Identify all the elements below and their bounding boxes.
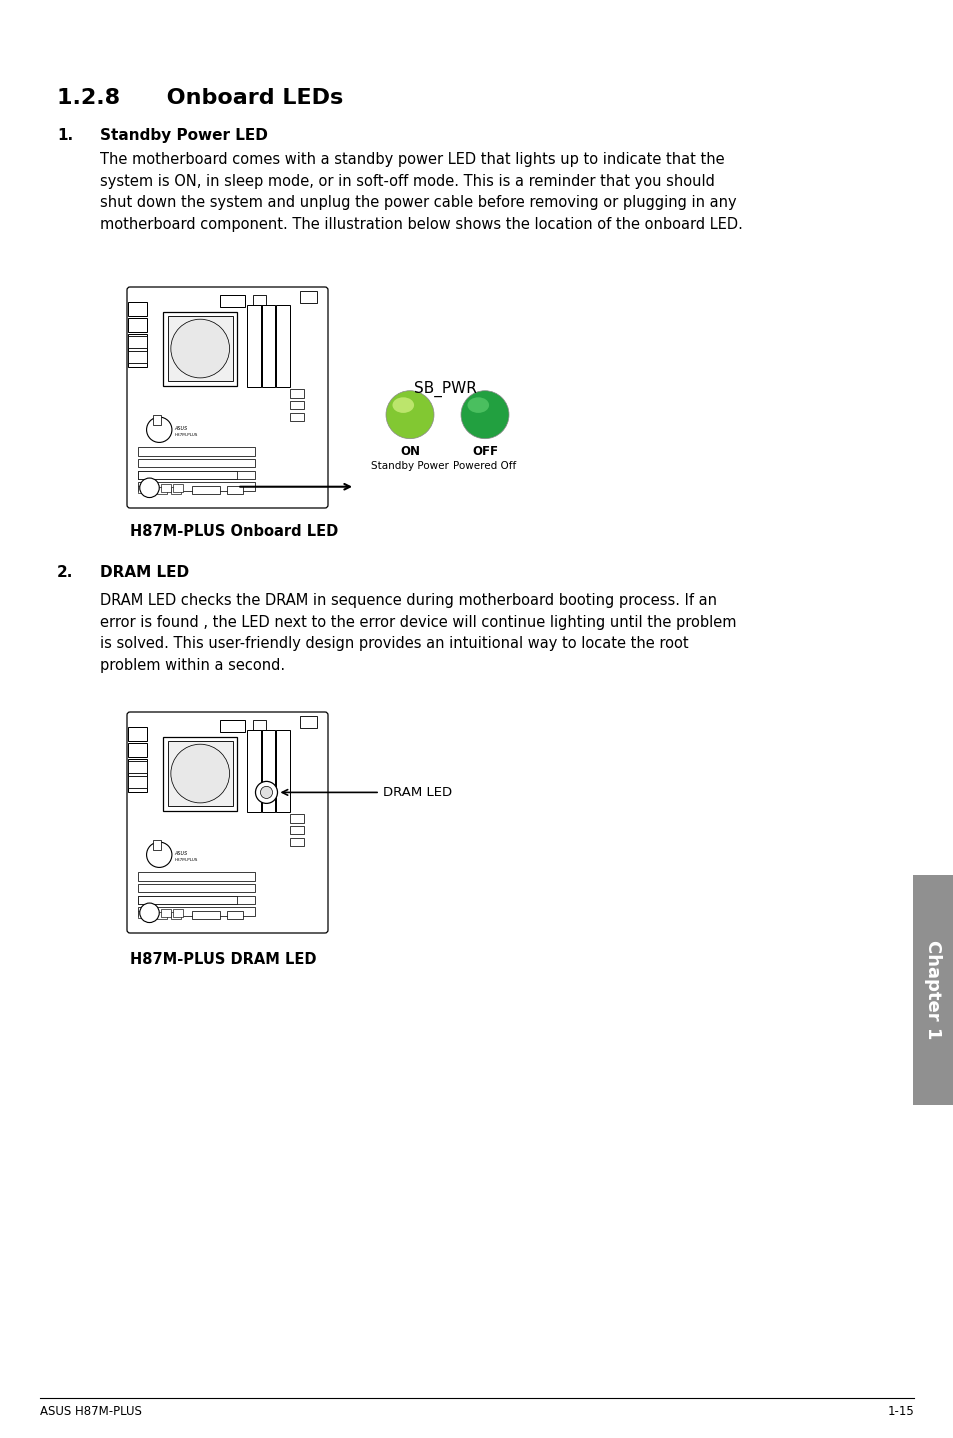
Bar [171, 912, 180, 919]
Bar [163, 736, 237, 811]
Bar [137, 896, 254, 905]
Text: Powered Off: Powered Off [453, 460, 517, 470]
Ellipse shape [467, 397, 489, 413]
Bar [163, 312, 237, 385]
Bar [137, 910, 145, 919]
Text: Standby Power: Standby Power [371, 460, 449, 470]
Bar [128, 726, 148, 741]
Text: Chapter 1: Chapter 1 [923, 940, 942, 1040]
Bar [219, 720, 245, 732]
Bar [137, 907, 254, 916]
Bar [261, 731, 275, 811]
Bar [137, 482, 254, 490]
Ellipse shape [392, 397, 414, 413]
Bar [172, 485, 182, 492]
Bar [290, 814, 303, 823]
Text: DRAM LED checks the DRAM in sequence during motherboard booting process. If an
e: DRAM LED checks the DRAM in sequence dur… [100, 592, 736, 673]
Bar [128, 771, 148, 792]
Bar [128, 743, 148, 756]
Text: H87M-PLUS Onboard LED: H87M-PLUS Onboard LED [130, 523, 338, 539]
Bar [157, 912, 167, 919]
Text: H87M-PLUS: H87M-PLUS [174, 433, 197, 437]
Bar [144, 486, 153, 495]
Bar [290, 413, 303, 421]
Bar [161, 485, 171, 492]
Bar [137, 470, 237, 479]
Circle shape [147, 843, 172, 867]
Bar [128, 334, 148, 348]
Bar [168, 316, 233, 381]
Bar [128, 761, 148, 774]
Bar [299, 716, 316, 728]
Text: 1.2.8      Onboard LEDs: 1.2.8 Onboard LEDs [57, 88, 343, 108]
Bar [128, 759, 148, 774]
Text: The motherboard comes with a standby power LED that lights up to indicate that t: The motherboard comes with a standby pow… [100, 152, 742, 232]
Circle shape [171, 319, 230, 378]
Bar [290, 837, 303, 846]
Bar [219, 295, 245, 308]
Bar [137, 871, 254, 880]
Text: Standby Power LED: Standby Power LED [100, 128, 268, 142]
Text: ASUS: ASUS [174, 851, 188, 856]
Bar [276, 305, 290, 387]
Bar [193, 910, 219, 919]
Text: SB_PWR: SB_PWR [414, 380, 476, 397]
Circle shape [171, 745, 230, 802]
Bar [290, 401, 303, 410]
Bar [128, 336, 148, 348]
Bar [299, 290, 316, 303]
Bar [193, 486, 219, 495]
Bar [152, 414, 160, 424]
Bar [137, 896, 237, 905]
Circle shape [260, 787, 273, 798]
Bar [290, 388, 303, 397]
Circle shape [255, 781, 277, 804]
Circle shape [139, 903, 159, 923]
Bar [157, 486, 167, 495]
Text: ASUS: ASUS [174, 426, 188, 431]
Bar [227, 486, 243, 495]
Bar [137, 459, 254, 467]
Bar [128, 302, 148, 316]
Bar [172, 909, 182, 916]
Text: H87M-PLUS DRAM LED: H87M-PLUS DRAM LED [130, 952, 316, 966]
Bar [171, 486, 180, 495]
Bar [247, 305, 260, 387]
Bar [912, 874, 953, 1104]
Bar [137, 486, 145, 493]
Bar [137, 884, 254, 893]
Bar [261, 305, 275, 387]
Bar [161, 909, 171, 916]
Bar [137, 470, 254, 479]
Text: DRAM LED: DRAM LED [382, 787, 452, 800]
Bar [247, 731, 260, 811]
Text: 1.: 1. [57, 128, 73, 142]
Text: 1-15: 1-15 [886, 1405, 913, 1418]
Bar [253, 295, 265, 305]
Text: ON: ON [399, 444, 419, 457]
Bar [227, 910, 243, 919]
Bar [144, 912, 153, 919]
Bar [128, 777, 148, 788]
Bar [128, 318, 148, 332]
Circle shape [147, 417, 172, 443]
Circle shape [386, 391, 434, 439]
Text: 2.: 2. [57, 565, 73, 580]
FancyBboxPatch shape [127, 288, 328, 508]
Text: DRAM LED: DRAM LED [100, 565, 189, 580]
Bar [137, 447, 254, 456]
Text: OFF: OFF [472, 444, 497, 457]
Bar [290, 825, 303, 834]
Bar [276, 731, 290, 811]
Text: ASUS H87M-PLUS: ASUS H87M-PLUS [40, 1405, 142, 1418]
Bar [253, 720, 265, 731]
Bar [128, 351, 148, 364]
FancyBboxPatch shape [127, 712, 328, 933]
Bar [168, 741, 233, 807]
Bar [152, 840, 160, 850]
Text: H87M-PLUS: H87M-PLUS [174, 858, 197, 861]
Circle shape [139, 477, 159, 498]
Circle shape [460, 391, 509, 439]
Bar [128, 347, 148, 367]
